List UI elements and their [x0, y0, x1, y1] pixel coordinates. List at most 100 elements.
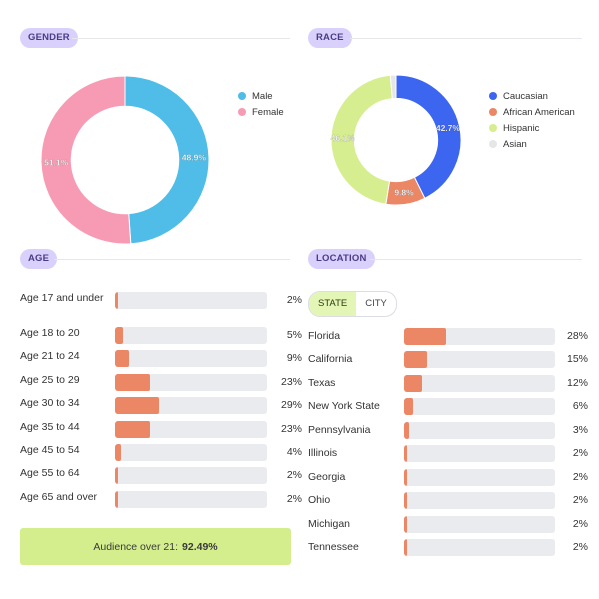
bar-label: Age 35 to 44	[20, 421, 80, 433]
bar-fill	[404, 351, 427, 368]
section-title-location: LOCATION	[308, 249, 375, 269]
bar-label: Illinois	[308, 447, 338, 459]
bar-track	[115, 444, 267, 461]
bar-fill	[115, 374, 150, 391]
bar-row-michigan: Michigan 2%	[308, 516, 593, 546]
african-american-slice-label: 9.8%	[394, 188, 414, 198]
legend-swatch	[489, 108, 497, 116]
bar-value: 2%	[286, 493, 302, 505]
bar-value: 23%	[280, 376, 302, 388]
race-divider	[350, 38, 582, 39]
legend-item-male: Male	[238, 88, 284, 104]
legend-item-asian: Asian	[489, 136, 575, 152]
bar-value: 28%	[566, 330, 588, 342]
bar-fill	[115, 327, 123, 344]
bar-fill	[115, 444, 122, 461]
bar-row-florida: Florida 28%	[308, 328, 593, 358]
bar-track	[404, 328, 555, 345]
female-slice-label: 51.1%	[44, 157, 69, 167]
city-toggle-button[interactable]: CITY	[365, 298, 387, 309]
age-divider	[54, 259, 290, 260]
bar-track	[404, 445, 555, 462]
race-legend: Caucasian African American Hispanic Asian	[489, 88, 575, 152]
bar-fill	[115, 397, 160, 414]
bar-row-age-65-and-over: Age 65 and over 2%	[20, 491, 310, 521]
male-slice-label: 48.9%	[182, 153, 207, 163]
bar-fill	[404, 375, 423, 392]
bar-row-georgia: Georgia 2%	[308, 469, 593, 499]
bar-fill	[115, 292, 119, 309]
bar-value: 29%	[280, 399, 302, 411]
bar-label: Pennsylvania	[308, 424, 371, 436]
bar-row-age-55-to-64: Age 55 to 64 2%	[20, 467, 310, 497]
bar-value: 5%	[286, 329, 302, 341]
legend-label: Hispanic	[503, 122, 540, 134]
bar-label: New York State	[308, 400, 380, 412]
bar-value: 2%	[286, 469, 302, 481]
bar-fill	[404, 516, 408, 533]
legend-swatch	[238, 108, 246, 116]
bar-value: 2%	[286, 294, 302, 306]
bar-label: Texas	[308, 377, 336, 389]
bar-row-age-18-to-20: Age 18 to 20 5%	[20, 327, 310, 357]
bar-row-age-21-to-24: Age 21 to 24 9%	[20, 350, 310, 380]
bar-value: 15%	[566, 353, 588, 365]
race-donut-chart: 42.7% 9.8% 46.1%	[330, 74, 462, 206]
legend-item-african-american: African American	[489, 104, 575, 120]
bar-track	[115, 467, 267, 484]
hispanic-slice	[330, 74, 393, 205]
bar-row-pennsylvania: Pennsylvania 3%	[308, 422, 593, 452]
bar-label: Age 65 and over	[20, 491, 98, 503]
bar-value: 2%	[572, 518, 588, 530]
bar-row-ohio: Ohio 2%	[308, 492, 593, 522]
bar-value: 23%	[280, 423, 302, 435]
bar-fill	[404, 492, 408, 509]
bar-fill	[404, 469, 408, 486]
bar-row-age-35-to-44: Age 35 to 44 23%	[20, 421, 310, 451]
bar-fill	[115, 491, 119, 508]
audience-summary: Audience over 21: 92.49%	[20, 528, 291, 565]
state-toggle-button[interactable]: STATE	[309, 292, 357, 316]
bar-value: 2%	[572, 471, 588, 483]
bar-row-new-york-state: New York State 6%	[308, 398, 593, 428]
legend-swatch	[489, 140, 497, 148]
hispanic-slice-label: 46.1%	[331, 133, 356, 143]
legend-label: Asian	[503, 138, 527, 150]
bar-label: Age 17 and under	[20, 292, 104, 304]
bar-track	[404, 492, 555, 509]
legend-label: Male	[252, 90, 273, 102]
section-title-gender: GENDER	[20, 28, 78, 48]
bar-fill	[404, 328, 447, 345]
bar-value: 4%	[286, 446, 302, 458]
gender-donut-chart: 48.9% 51.1%	[40, 75, 210, 245]
bar-row-tennessee: Tennessee 2%	[308, 539, 593, 569]
bar-fill	[115, 467, 119, 484]
bar-label: Age 55 to 64	[20, 467, 80, 479]
bar-fill	[115, 350, 129, 367]
bar-track	[404, 539, 555, 556]
bar-row-age-25-to-29: Age 25 to 29 23%	[20, 374, 310, 404]
bar-label: Michigan	[308, 518, 351, 530]
bar-label: Georgia	[308, 471, 346, 483]
legend-item-caucasian: Caucasian	[489, 88, 575, 104]
bar-row-texas: Texas 12%	[308, 375, 593, 405]
bar-track	[115, 292, 267, 309]
asian-slice	[389, 74, 397, 100]
bar-value: 2%	[572, 541, 588, 553]
legend-swatch	[489, 124, 497, 132]
bar-track	[115, 327, 267, 344]
audience-value: 92.49%	[182, 540, 218, 553]
bar-label: Age 25 to 29	[20, 374, 80, 386]
audience-label: Audience over 21:	[93, 540, 179, 553]
gender-legend: Male Female	[238, 88, 284, 120]
section-title-age: AGE	[20, 249, 58, 269]
bar-label: Age 45 to 54	[20, 444, 80, 456]
bar-fill	[404, 539, 408, 556]
location-toggle: STATE CITY	[308, 291, 397, 317]
bar-track	[115, 397, 267, 414]
bar-value: 9%	[286, 352, 302, 364]
bar-label: California	[308, 353, 353, 365]
bar-fill	[404, 445, 408, 462]
legend-item-female: Female	[238, 104, 284, 120]
bar-track	[404, 469, 555, 486]
